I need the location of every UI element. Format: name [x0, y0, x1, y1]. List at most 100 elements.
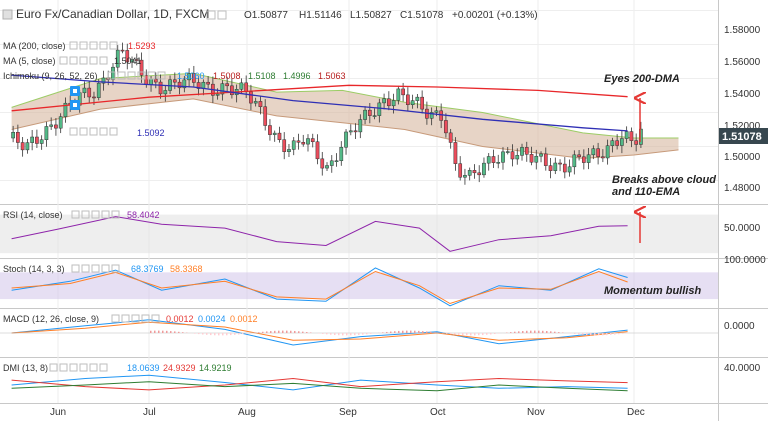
candle — [258, 95, 263, 115]
macd-histogram-bar — [590, 333, 592, 336]
ohlc-close: C1.51078 — [400, 10, 444, 21]
macd-histogram-bar — [470, 333, 472, 336]
ma200-label: MA (200, close) — [3, 41, 66, 51]
macd-histogram-bar — [526, 330, 528, 333]
time-tick: Jul — [143, 407, 156, 418]
candle — [63, 97, 68, 123]
candle — [429, 107, 434, 126]
dmi-pane[interactable] — [11, 374, 628, 392]
macd-histogram-bar — [182, 332, 184, 333]
ichimoku-controls-icon[interactable] — [107, 71, 166, 80]
time-tick: Sep — [339, 407, 357, 418]
candle — [291, 137, 296, 156]
time-axis[interactable]: Jun Jul Aug Sep Oct Nov Dec — [50, 407, 645, 418]
candle — [282, 132, 287, 160]
macd-histogram-bar — [230, 333, 232, 336]
macd-histogram-bar — [498, 333, 500, 334]
collapse-legend-button[interactable] — [2, 9, 13, 20]
candle — [191, 65, 196, 87]
header-settings-icon[interactable] — [206, 10, 216, 20]
stoch-controls-icon[interactable] — [71, 264, 120, 273]
price-pane[interactable] — [11, 42, 679, 185]
macd-histogram-bar — [362, 333, 364, 335]
macd-value-1: 0.0012 — [166, 314, 194, 324]
price-tick: 1.58000 — [724, 25, 761, 36]
candle — [415, 93, 420, 109]
dmi-controls-icon[interactable] — [49, 363, 108, 372]
candle — [334, 153, 339, 167]
macd-histogram-bar — [398, 330, 400, 333]
go-to-realtime-icon[interactable] — [70, 86, 80, 110]
candle — [249, 84, 253, 111]
price-tick: 1.50000 — [724, 152, 761, 163]
price-tick: 1.54000 — [724, 89, 761, 100]
ema-controls-icon[interactable] — [69, 127, 118, 136]
macd-histogram-bar — [606, 333, 608, 336]
macd-histogram-bar — [586, 333, 588, 336]
candle — [496, 154, 501, 169]
ma5-value: 1.5041 — [114, 56, 142, 66]
macd-histogram-bar — [618, 333, 620, 335]
candle — [58, 113, 63, 134]
candle — [562, 157, 567, 179]
stoch-axis-tick: 100.0000 — [724, 255, 766, 266]
macd-histogram-bar — [478, 333, 480, 336]
candle — [348, 124, 353, 136]
candle — [268, 119, 272, 141]
macd-histogram-bar — [434, 332, 436, 333]
macd-histogram-bar — [430, 331, 432, 333]
rsi-controls-icon[interactable] — [71, 210, 120, 219]
price-axis-background[interactable] — [718, 0, 768, 421]
candle — [453, 137, 458, 171]
ma5-controls-icon[interactable] — [59, 56, 108, 65]
macd-histogram-bar — [554, 331, 556, 333]
candle — [591, 145, 596, 160]
series-line-macd — [11, 319, 628, 346]
candle — [16, 124, 20, 150]
macd-histogram-bar — [206, 333, 208, 335]
price-tick: 1.52000 — [724, 121, 761, 132]
ichimoku-value-5: 1.5063 — [318, 71, 346, 81]
series-line--di — [11, 377, 628, 391]
macd-pane[interactable] — [0, 319, 718, 346]
macd-controls-icon[interactable] — [111, 314, 160, 323]
candle — [87, 80, 92, 103]
time-tick: Jun — [50, 407, 66, 418]
macd-histogram-bar — [174, 331, 176, 333]
candle — [463, 168, 467, 185]
candle — [263, 99, 268, 131]
macd-histogram-bar — [242, 333, 244, 335]
macd-histogram-bar — [234, 333, 236, 335]
macd-histogram-bar — [294, 330, 296, 333]
macd-value-2: 0.0024 — [198, 314, 226, 324]
ichimoku-label: Ichimoku (9, 26, 52, 26) — [3, 71, 98, 81]
macd-value-3: 0.0012 — [230, 314, 258, 324]
macd-histogram-bar — [386, 331, 388, 333]
candle — [567, 159, 572, 177]
ichimoku-cloud — [11, 73, 679, 159]
macd-histogram-bar — [622, 333, 624, 334]
chart-header: Euro Fx/Canadian Dollar, 1D, FXCM O1.508… — [2, 7, 538, 21]
ma200-line — [11, 84, 628, 112]
macd-histogram-bar — [578, 333, 580, 335]
candle — [448, 128, 453, 149]
candle — [406, 87, 410, 112]
macd-histogram-bar — [270, 331, 272, 333]
price-axis[interactable]: 1.58000 1.56000 1.54000 1.52000 1.50000 … — [719, 25, 768, 374]
macd-histogram-bar — [414, 330, 416, 333]
macd-histogram-bar — [394, 331, 396, 333]
candle — [372, 108, 377, 120]
candle — [206, 76, 210, 89]
rsi-pane[interactable] — [0, 214, 718, 254]
rsi-axis-tick: 50.0000 — [724, 223, 761, 234]
macd-histogram-bar — [510, 332, 512, 333]
ma200-controls-icon[interactable] — [69, 41, 118, 50]
macd-histogram-bar — [358, 333, 360, 335]
macd-histogram-bar — [350, 333, 352, 336]
annotation-group: Eyes 200-DMA Breaks above cloud and 110-… — [604, 73, 716, 297]
header-visibility-icon[interactable] — [217, 10, 227, 20]
stoch-pane[interactable] — [0, 267, 718, 307]
macd-histogram-bar — [402, 330, 404, 333]
candle — [329, 155, 334, 173]
